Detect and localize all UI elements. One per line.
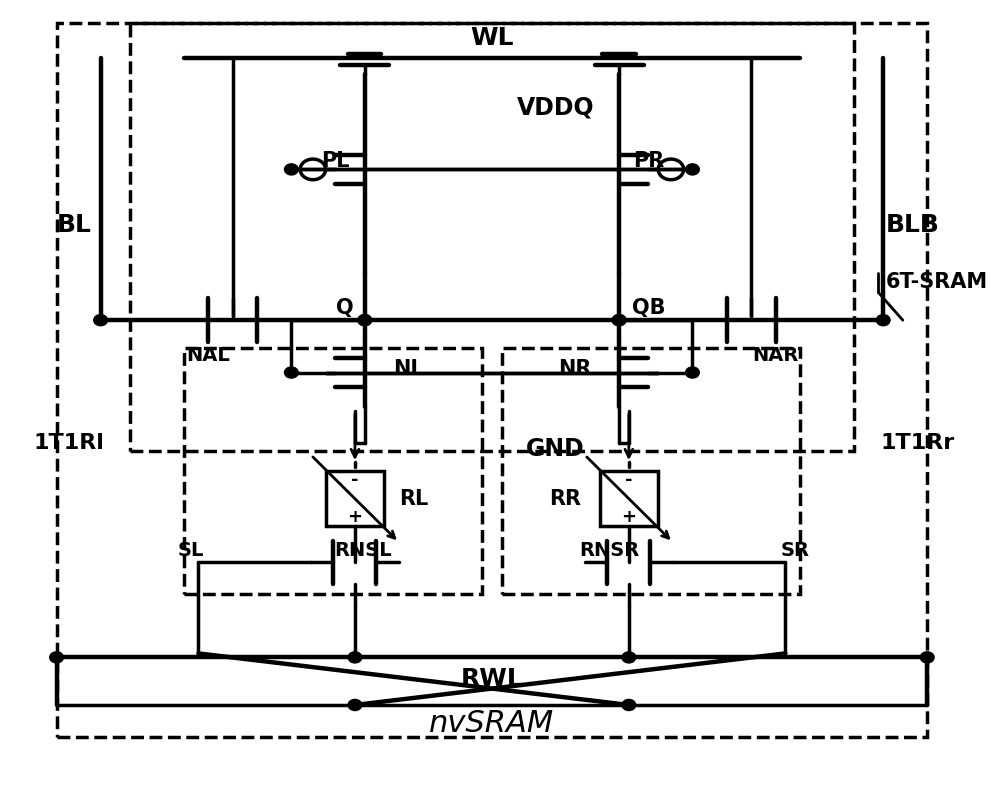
Circle shape (285, 164, 298, 175)
Text: NR: NR (558, 360, 592, 380)
Text: -: - (351, 471, 359, 490)
Text: NAR: NAR (752, 346, 799, 365)
Text: BL: BL (57, 213, 92, 237)
Circle shape (612, 315, 626, 326)
Text: 6T-SRAM: 6T-SRAM (886, 272, 988, 292)
Text: Q: Q (336, 298, 354, 318)
Text: WL: WL (470, 26, 514, 50)
Circle shape (50, 652, 63, 663)
Text: VDDQ: VDDQ (517, 96, 594, 120)
Text: PL: PL (321, 152, 350, 172)
Circle shape (686, 367, 699, 378)
Text: -: - (625, 471, 633, 490)
Text: RWL: RWL (461, 667, 523, 691)
Bar (326, 471, 384, 527)
Circle shape (876, 315, 890, 326)
Text: RR: RR (549, 489, 581, 509)
Text: 1T1Rl: 1T1Rl (34, 433, 105, 453)
Bar (600, 471, 658, 527)
Text: RL: RL (399, 489, 428, 509)
Text: RNSL: RNSL (334, 541, 392, 560)
Text: nvSRAM: nvSRAM (429, 709, 555, 737)
Text: SL: SL (177, 541, 204, 560)
Circle shape (920, 652, 934, 663)
Text: BLB: BLB (886, 213, 939, 237)
Circle shape (348, 652, 362, 663)
Text: +: + (347, 508, 362, 526)
Text: RNSR: RNSR (579, 541, 639, 560)
Circle shape (348, 699, 362, 710)
Circle shape (686, 164, 699, 175)
Circle shape (285, 367, 298, 378)
Text: NL: NL (393, 360, 424, 380)
Circle shape (612, 315, 626, 326)
Text: NAL: NAL (186, 346, 230, 365)
Circle shape (358, 315, 372, 326)
Text: 1T1Rr: 1T1Rr (880, 433, 955, 453)
Text: QB: QB (632, 298, 665, 318)
Text: SR: SR (781, 541, 810, 560)
Text: +: + (621, 508, 636, 526)
Circle shape (622, 699, 636, 710)
Bar (130, 22, 854, 451)
Text: PR: PR (633, 152, 664, 172)
Circle shape (358, 315, 372, 326)
Bar (184, 348, 482, 594)
Bar (57, 22, 927, 737)
Text: GND: GND (526, 437, 585, 461)
Circle shape (622, 652, 636, 663)
Bar (502, 348, 800, 594)
Circle shape (94, 315, 107, 326)
